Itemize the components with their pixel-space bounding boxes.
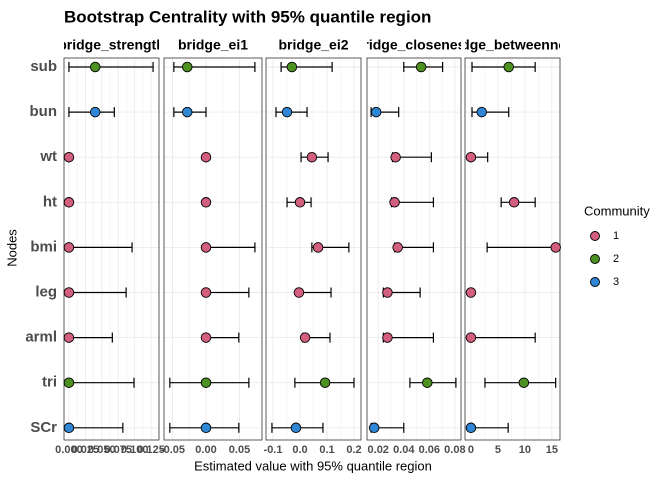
point [382,287,393,298]
point [392,242,403,253]
x-tick-label: 0.05 [229,444,250,456]
x-tick-label: 0.125 [137,444,165,456]
error-bar [409,377,457,388]
facet-title: bridge_betweenness [443,37,582,53]
x-tick-label: 5 [495,444,501,456]
point [503,61,514,73]
point [63,332,75,343]
y-tick-label: bun [30,103,58,120]
y-tick-label: sub [30,58,57,75]
point [299,332,311,343]
x-tick-label: 0.08 [444,444,465,456]
point [312,242,324,253]
panel [367,58,461,440]
facet-title: bridge_closeness [355,37,473,53]
point [508,197,520,208]
point [422,377,433,388]
point [200,197,212,208]
x-tick-label: 0.00 [195,444,216,456]
y-tick-label: SCr [30,419,57,436]
point [382,332,393,343]
x-tick-label: 0.06 [419,444,440,456]
x-tick-label: 0.04 [393,444,415,456]
x-axis-label: Estimated value with 95% quantile region [194,458,432,473]
point [200,287,212,298]
panel-border [265,57,362,441]
point [89,61,101,73]
y-tick-label: tri [42,374,57,391]
panel-border [366,57,462,441]
x-tick-label: 15 [546,444,558,456]
x-tick-label: 10 [519,444,531,456]
point [200,422,212,434]
point [294,197,306,208]
point [370,106,382,118]
facet-title: bridge_strength [58,37,165,53]
point [368,422,380,434]
x-tick-label: -0.1 [264,444,283,456]
x-tick-label: 0.050 [88,444,116,456]
y-tick-label: bmi [30,238,57,255]
x-tick-label: 0 [468,444,474,456]
point [63,197,75,208]
x-tick-label: 0.000 [55,444,83,456]
point [319,377,331,388]
y-tick-label: ht [43,193,57,210]
point [476,106,487,118]
chart-title: Bootstrap Centrality with 95% quantile r… [64,7,431,26]
point [293,287,305,298]
point [290,422,302,434]
facet-title: bridge_ei1 [178,37,248,53]
y-tick-label: wt [39,148,57,165]
x-tick-label: 0.100 [121,444,149,456]
y-axis-label: Nodes [4,229,19,267]
x-tick-label: 0.0 [292,444,307,456]
point [63,377,75,388]
point [200,242,212,253]
legend-label: 2 [613,253,619,265]
panel-border [163,57,263,441]
point [200,332,212,343]
point [281,106,293,118]
point [63,422,75,434]
point [181,106,193,118]
x-tick-label: -0.05 [160,444,185,456]
x-tick-label: 0.02 [368,444,389,456]
point [200,151,212,163]
x-tick-label: 0.1 [319,444,334,456]
legend-marker [590,277,600,287]
panel [465,58,560,440]
x-tick-label: 0.025 [72,444,100,456]
point [518,377,530,388]
legend-title: Community [584,203,650,218]
point [63,151,75,163]
legend-marker [590,254,600,264]
point [465,287,477,298]
point [389,197,400,208]
point [306,151,318,163]
x-tick-label: 0.2 [346,444,361,456]
error-bar [68,62,154,72]
point [415,61,427,73]
point [465,332,477,343]
panel [164,58,262,440]
y-tick-label: leg [35,283,57,300]
facet-title: bridge_ei2 [278,37,348,53]
point [181,61,193,73]
point [465,151,477,163]
point [63,287,75,298]
y-tick-label: arml [25,329,57,346]
legend-label: 1 [613,230,619,242]
point [200,377,212,388]
legend-marker [590,231,600,241]
point [286,61,298,73]
point [390,151,401,163]
point [550,242,561,253]
x-tick-label: 0.075 [104,444,132,456]
point [465,422,477,434]
point [89,106,101,118]
point [63,242,75,253]
legend-label: 3 [613,276,619,288]
